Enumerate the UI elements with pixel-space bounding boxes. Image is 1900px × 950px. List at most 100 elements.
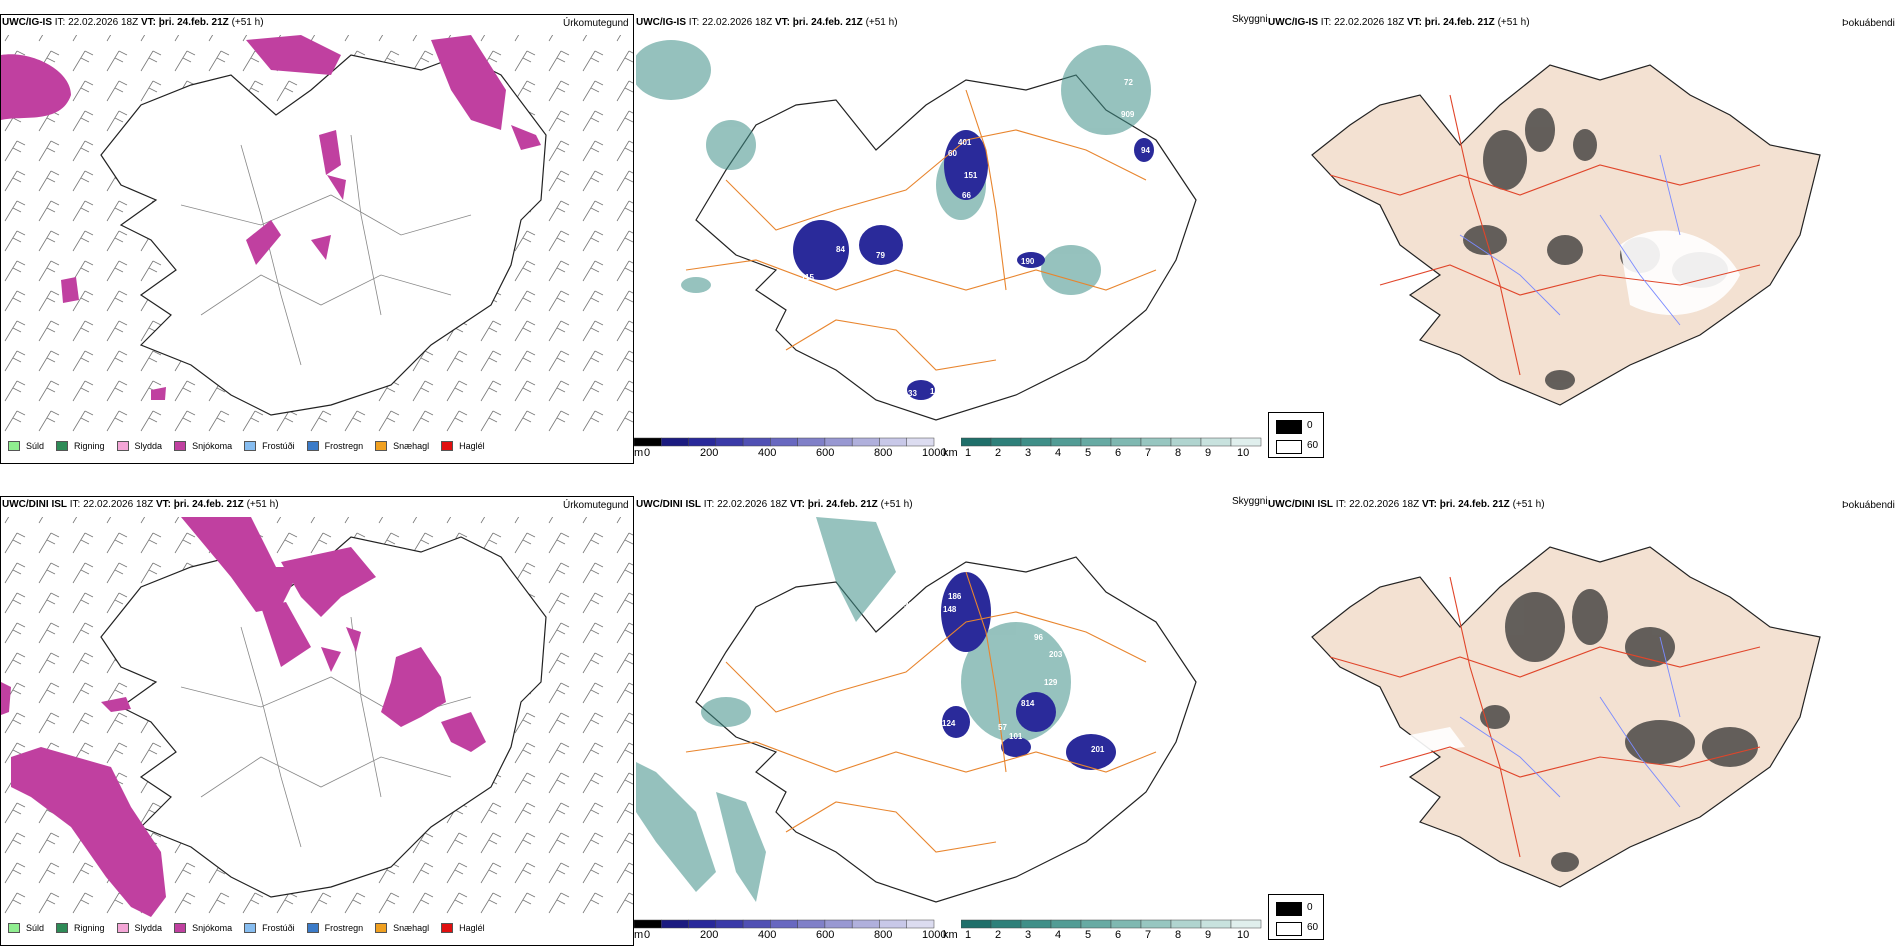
ceiling-labels: 401 60 66 151 84 79 115 190 77 72 909 52… xyxy=(801,78,1150,398)
visibility-colorbar xyxy=(960,437,1266,451)
vt-label: VT: xyxy=(140,17,156,28)
fog-index-title: Þokuábendi xyxy=(1842,500,1895,511)
lead-time: (+51 h) xyxy=(231,17,264,28)
precip-map xyxy=(1,517,633,917)
colorbar-segment xyxy=(688,437,717,447)
colorbar-segment xyxy=(1080,437,1112,447)
rivers xyxy=(1459,154,1681,326)
legend-item: Snæhagl xyxy=(375,441,429,451)
row1-vis-header: UWC/IG-IS IT: 22.02.2026 18Z VT: þri. 24… xyxy=(636,17,898,28)
legend-swatch xyxy=(441,441,454,451)
low-visibility-areas xyxy=(636,40,1151,295)
fog-swatch-0 xyxy=(1276,420,1302,434)
colorbar-segment xyxy=(770,437,798,447)
ceiling-label: 57 xyxy=(998,723,1007,732)
ceiling-unit: m xyxy=(634,929,644,941)
visibility-unit: km xyxy=(943,929,958,941)
fog-index-title: Þokuábendi xyxy=(1842,18,1895,29)
precip-type-legend: Súld Rigning Slydda Snjókoma Frostúði Fr… xyxy=(8,923,497,933)
ceiling-label: 72 xyxy=(1124,78,1133,87)
legend-item: Súld xyxy=(8,441,44,451)
colorbar-segment xyxy=(1020,919,1052,929)
ceiling-label: 96 xyxy=(1034,633,1043,642)
ceiling-label: 60 xyxy=(948,149,957,158)
ceiling-label: 101 xyxy=(1009,732,1023,741)
it-label: IT: xyxy=(54,17,66,28)
ceiling-colorbar-svg xyxy=(633,437,935,447)
fog-index-map xyxy=(1311,64,1821,406)
ceiling-label: 201 xyxy=(1091,745,1105,754)
colorbar-segment xyxy=(906,919,935,929)
visibility-colorbar xyxy=(960,919,1266,933)
colorbar-segment xyxy=(1080,919,1112,929)
colorbar-segment xyxy=(715,919,744,929)
legend-item: Haglél xyxy=(441,441,485,451)
fog-swatch-0 xyxy=(1276,902,1302,916)
ceiling-unit: m xyxy=(634,447,644,459)
ceiling-labels: 335 186 148 69 124 96 203 129 814 57 101… xyxy=(904,592,1130,754)
iceland-outline xyxy=(1311,546,1821,888)
ceiling-label: 190 xyxy=(1021,257,1035,266)
legend-item: Frostregn xyxy=(306,441,363,451)
colorbar-segment xyxy=(879,437,907,447)
colorbar-segment xyxy=(1200,919,1232,929)
ceiling-label: 94 xyxy=(1141,146,1150,155)
colorbar-segment xyxy=(960,437,992,447)
legend-item: Snjókoma xyxy=(174,441,232,451)
colorbar-segment xyxy=(1140,437,1172,447)
rivers xyxy=(1459,636,1681,808)
fog-legend: 0 60 xyxy=(1268,894,1324,940)
ceiling-label: 129 xyxy=(1044,678,1058,687)
colorbar-segment xyxy=(960,919,992,929)
fog-index-map xyxy=(1311,546,1821,888)
colorbar-segment xyxy=(1110,919,1142,929)
legend-swatch xyxy=(174,441,187,451)
ceiling-label: 186 xyxy=(948,592,962,601)
ceiling-label: 203 xyxy=(1116,733,1130,742)
ceiling-label: 909 xyxy=(1121,110,1135,119)
visibility-map: 401 60 66 151 84 79 115 190 77 72 909 52… xyxy=(636,40,1197,421)
colorbar-segment xyxy=(851,919,880,929)
legend-swatch xyxy=(56,441,69,451)
colorbar-segment xyxy=(688,919,717,929)
fog-dark-areas xyxy=(1480,589,1758,872)
model-name: UWC/IG-IS xyxy=(2,17,52,28)
ceiling-label: 52 xyxy=(1098,143,1107,152)
visibility-ticks: 1 2 3 4 5 6 7 8 9 10 xyxy=(965,447,1250,459)
legend-item: Rigning xyxy=(56,441,105,451)
snow-areas xyxy=(1,35,541,400)
road-network xyxy=(180,134,472,366)
visibility-title: Skyggni xyxy=(1232,496,1268,507)
colorbar-segment xyxy=(797,919,826,929)
ceiling-label: 172 xyxy=(1106,710,1120,719)
ceiling-colorbar xyxy=(633,919,939,933)
legend-swatch xyxy=(116,441,129,451)
valid-time: þri. 24.feb. 21Z xyxy=(158,17,229,28)
colorbar-segment xyxy=(1230,437,1262,447)
legend-swatch xyxy=(375,441,388,451)
road-network xyxy=(685,89,1157,371)
ceiling-label: 814 xyxy=(1021,699,1035,708)
road-network xyxy=(1329,94,1761,376)
visibility-colorbar-svg xyxy=(960,437,1262,447)
visibility-unit: km xyxy=(943,447,958,459)
ceiling-label: 69 xyxy=(931,625,940,634)
ceiling-label: 151 xyxy=(964,171,978,180)
ceiling-label: 401 xyxy=(958,138,972,147)
init-time: 22.02.2026 18Z xyxy=(68,17,139,28)
legend-item: Frostúði xyxy=(244,441,295,451)
colorbar-segment xyxy=(851,437,880,447)
ceiling-label: 335 xyxy=(904,601,918,610)
colorbar-segment xyxy=(1050,919,1082,929)
fog-white-area xyxy=(1620,230,1740,315)
precip-map xyxy=(1,35,633,435)
road-network xyxy=(685,571,1157,853)
colorbar-segment xyxy=(1050,437,1082,447)
colorbar-segment xyxy=(742,437,771,447)
colorbar-segment xyxy=(906,437,935,447)
row2-vis-header: UWC/DINI ISL IT: 22.02.2026 18Z VT: þri.… xyxy=(636,499,913,510)
ceiling-label: 115 xyxy=(801,273,814,282)
colorbar-segment xyxy=(1200,437,1232,447)
visibility-ticks: 1 2 3 4 5 6 7 8 9 10 xyxy=(965,929,1250,941)
iceland-outline xyxy=(100,54,547,416)
